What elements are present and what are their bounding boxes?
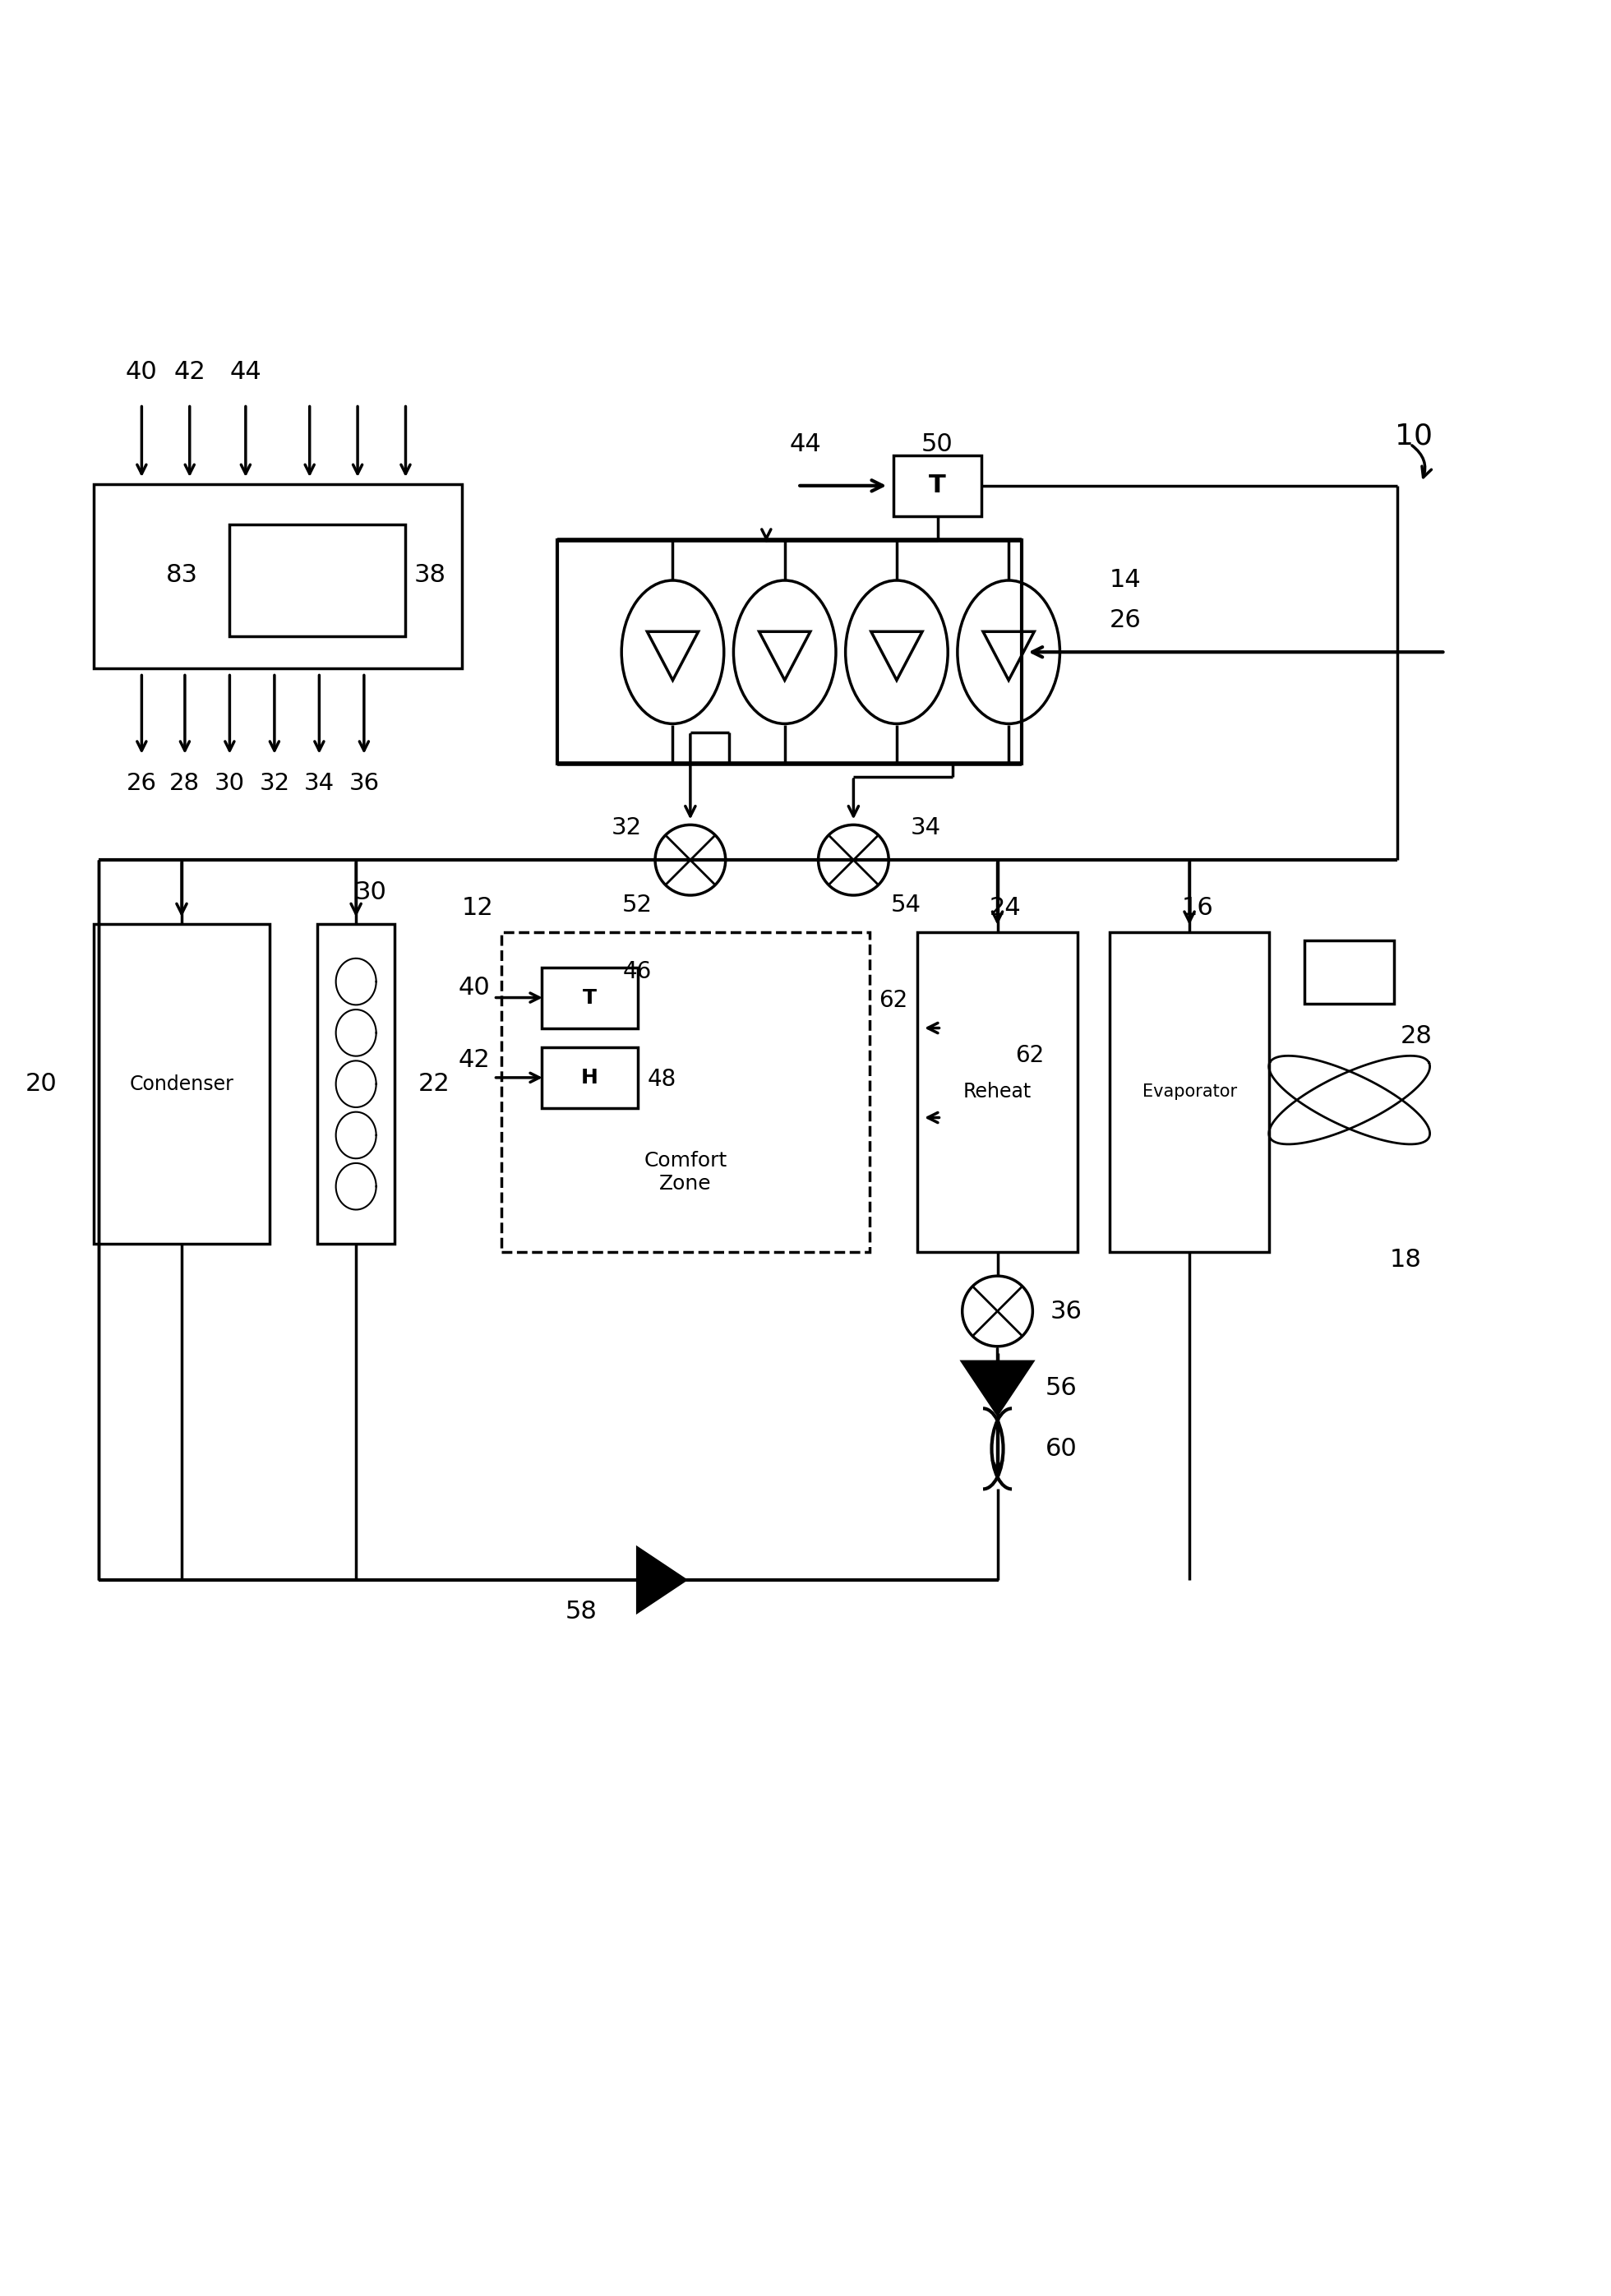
Bar bbox=[557, 540, 1021, 765]
Text: 14: 14 bbox=[1110, 567, 1141, 592]
Text: 32: 32 bbox=[611, 817, 641, 840]
Text: 58: 58 bbox=[565, 1600, 598, 1623]
Text: 40: 40 bbox=[126, 360, 158, 383]
Polygon shape bbox=[638, 1548, 686, 1612]
Text: 26: 26 bbox=[1110, 608, 1141, 631]
Text: 12: 12 bbox=[462, 895, 493, 921]
Text: T: T bbox=[583, 987, 596, 1008]
Text: 40: 40 bbox=[459, 976, 490, 1001]
Bar bbox=[541, 967, 638, 1029]
Text: 34: 34 bbox=[304, 771, 335, 794]
Text: 24: 24 bbox=[989, 895, 1021, 921]
Text: 60: 60 bbox=[1046, 1437, 1078, 1460]
Text: 42: 42 bbox=[174, 360, 206, 383]
Text: 50: 50 bbox=[921, 432, 952, 457]
Text: 20: 20 bbox=[26, 1072, 56, 1095]
Text: 83: 83 bbox=[166, 563, 198, 588]
Bar bbox=[1305, 939, 1394, 1003]
Text: Condenser: Condenser bbox=[129, 1075, 234, 1093]
Polygon shape bbox=[962, 1362, 1033, 1414]
Bar bbox=[93, 484, 462, 668]
Bar bbox=[317, 923, 395, 1244]
Text: 38: 38 bbox=[414, 563, 446, 588]
Bar bbox=[1110, 932, 1269, 1251]
Bar bbox=[918, 932, 1078, 1251]
Text: 48: 48 bbox=[648, 1068, 677, 1091]
Text: 18: 18 bbox=[1389, 1249, 1421, 1272]
Text: 46: 46 bbox=[623, 960, 652, 983]
Text: 28: 28 bbox=[169, 771, 200, 794]
Text: Comfort
Zone: Comfort Zone bbox=[644, 1150, 727, 1194]
Text: Reheat: Reheat bbox=[963, 1081, 1031, 1102]
Text: 28: 28 bbox=[1400, 1024, 1432, 1047]
Text: 54: 54 bbox=[891, 893, 921, 916]
Text: 62: 62 bbox=[1015, 1045, 1044, 1068]
Text: 44: 44 bbox=[789, 432, 822, 457]
Text: 36: 36 bbox=[348, 771, 379, 794]
Text: 30: 30 bbox=[354, 879, 387, 905]
Text: T: T bbox=[930, 473, 946, 498]
Text: 62: 62 bbox=[880, 990, 909, 1013]
Text: 16: 16 bbox=[1181, 895, 1213, 921]
Text: H: H bbox=[582, 1068, 598, 1088]
Text: 42: 42 bbox=[459, 1047, 490, 1072]
Text: 34: 34 bbox=[910, 817, 941, 840]
Bar bbox=[230, 523, 406, 636]
Text: 22: 22 bbox=[419, 1072, 451, 1095]
Text: 52: 52 bbox=[622, 893, 652, 916]
Bar bbox=[541, 1047, 638, 1109]
Bar bbox=[93, 923, 269, 1244]
Text: 36: 36 bbox=[1050, 1300, 1083, 1322]
Bar bbox=[501, 932, 870, 1251]
Text: Evaporator: Evaporator bbox=[1142, 1084, 1237, 1100]
Text: 32: 32 bbox=[259, 771, 290, 794]
Text: 26: 26 bbox=[127, 771, 156, 794]
Text: 30: 30 bbox=[214, 771, 245, 794]
Text: 44: 44 bbox=[230, 360, 261, 383]
Bar bbox=[894, 455, 981, 517]
Text: 56: 56 bbox=[1046, 1375, 1078, 1401]
Text: 10: 10 bbox=[1395, 422, 1432, 450]
